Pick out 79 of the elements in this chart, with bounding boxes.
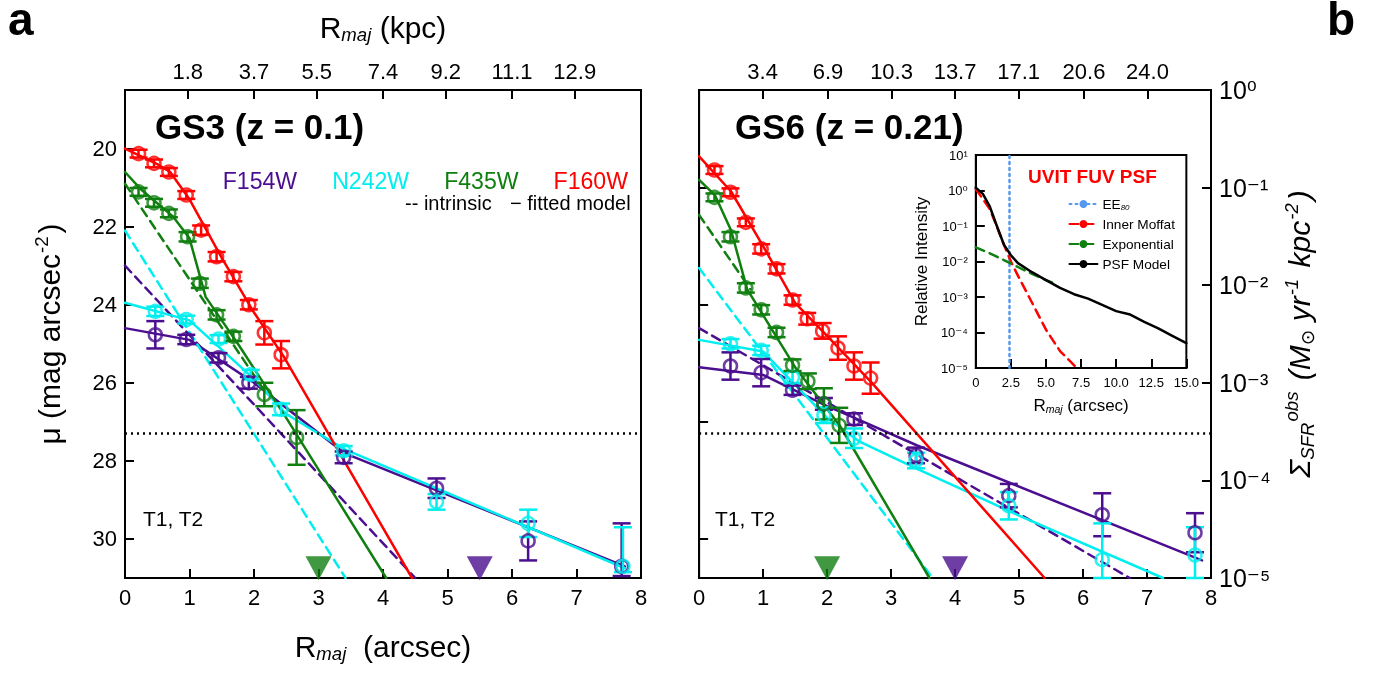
y2-tick-label: 10⁻² (1219, 271, 1269, 300)
text: F154W (222, 167, 298, 194)
annotation: − fitted model (510, 192, 631, 214)
x-tick-label: 7 (570, 584, 583, 610)
y2-tick-label: 10⁻⁴ (1219, 466, 1271, 495)
text: F435W (444, 167, 519, 194)
x2-tick-label: 12.9 (553, 58, 597, 84)
x-tick-label: 3 (312, 584, 325, 610)
x-tick-label: 8 (634, 584, 648, 610)
x-tick-label: 7 (1140, 584, 1154, 610)
x-tick-label: 3 (884, 584, 898, 610)
x-tick-label: 8 (1204, 584, 1218, 610)
legend-label: PSF Model (1102, 256, 1170, 272)
x2-tick-label: 9.2 (430, 58, 462, 84)
y-tick-label: 20 (92, 136, 117, 162)
text: GS3 (z = 0.1) (155, 107, 365, 146)
x-tick-label: 0 (972, 375, 980, 390)
annotation: -- intrinsic (405, 192, 492, 214)
x-tick-label: 2.5 (1001, 375, 1020, 390)
y-tick-label: 10⁻⁵ (941, 360, 968, 376)
x-tick-label: 5 (1012, 584, 1026, 610)
x-tick-label: 0 (692, 584, 706, 610)
x-tick-label: 0 (118, 584, 132, 610)
y-tick-label: 10⁻³ (942, 289, 969, 305)
x2-tick-label: 5.5 (301, 58, 333, 84)
x2-tick-label: 11.1 (491, 58, 533, 84)
annotation: T1, T2 (715, 507, 776, 530)
text: a (8, 0, 34, 45)
y2-tick-label: 10⁻¹ (1219, 173, 1269, 202)
legend-label: Exponential (1102, 236, 1174, 252)
annotation: T1, T2 (143, 507, 204, 530)
x2-tick-label: 1.8 (172, 58, 204, 84)
y-tick-label: 10⁰ (948, 183, 968, 198)
y-tick-label: 28 (92, 448, 117, 474)
text: N242W (332, 167, 410, 194)
y-axis-title: μ (mag arcsec-2) (30, 223, 66, 445)
x-tick-label: 1 (183, 584, 196, 610)
x-tick-label: 15.0 (1173, 375, 1200, 390)
y-axis-title: Relative Intensity (912, 196, 931, 327)
x2-tick-label: 3.7 (238, 58, 270, 84)
x2-tick-label: 10.3 (870, 58, 913, 84)
x-tick-label: 5 (441, 584, 454, 610)
text: ΣSFRobs (M⊙ yr-1 kpc-2) (1280, 190, 1319, 478)
text: GS6 (z = 0.21) (735, 107, 964, 146)
x-tick-label: 12.5 (1138, 375, 1164, 390)
y2-tick-label: 10⁰ (1219, 76, 1257, 104)
y-tick-label: 10⁻² (942, 254, 969, 269)
y-tick-label: 22 (92, 214, 117, 240)
x-tick-label: 2 (247, 584, 261, 610)
x2-tick-label: 6.9 (812, 58, 844, 84)
x2-tick-label: 17.1 (997, 58, 1040, 84)
x-tick-label: 2 (820, 584, 834, 610)
x2-tick-label: 13.7 (933, 58, 977, 84)
y-tick-label: 24 (92, 292, 117, 318)
x-tick-label: 4 (948, 584, 962, 610)
x-tick-label: 10.0 (1103, 375, 1129, 390)
text: F160W (553, 167, 629, 194)
x-tick-label: 1 (756, 584, 770, 610)
y-tick-label: 10⁻¹ (942, 218, 969, 234)
y2-tick-label: 10⁻³ (1219, 368, 1269, 397)
x-tick-label: 7.5 (1072, 375, 1091, 390)
x-axis-title: Rmaj (arcsec) (1033, 395, 1129, 416)
x2-tick-label: 7.4 (367, 58, 399, 84)
y-tick-label: 26 (92, 370, 117, 396)
x-tick-label: 4 (376, 584, 390, 610)
y-tick-label: 10⁻⁴ (940, 325, 968, 340)
x2-tick-label: 24.0 (1126, 58, 1169, 84)
legend-label: Inner Moffat (1102, 216, 1176, 232)
x2-tick-label: 3.4 (747, 58, 778, 84)
y2-tick-label: 10⁻⁵ (1219, 564, 1271, 592)
x-tick-label: 6 (505, 584, 519, 610)
y-tick-label: 30 (92, 526, 117, 552)
x-tick-label: 6 (1076, 584, 1090, 610)
x2-tick-label: 20.6 (1062, 58, 1106, 84)
y-tick-label: 10¹ (949, 147, 969, 163)
x-tick-label: 5.0 (1036, 375, 1056, 390)
text: b (1327, 0, 1356, 45)
text: UVIT FUV PSF (1028, 166, 1157, 187)
legend-label: EE80 (1102, 196, 1131, 212)
